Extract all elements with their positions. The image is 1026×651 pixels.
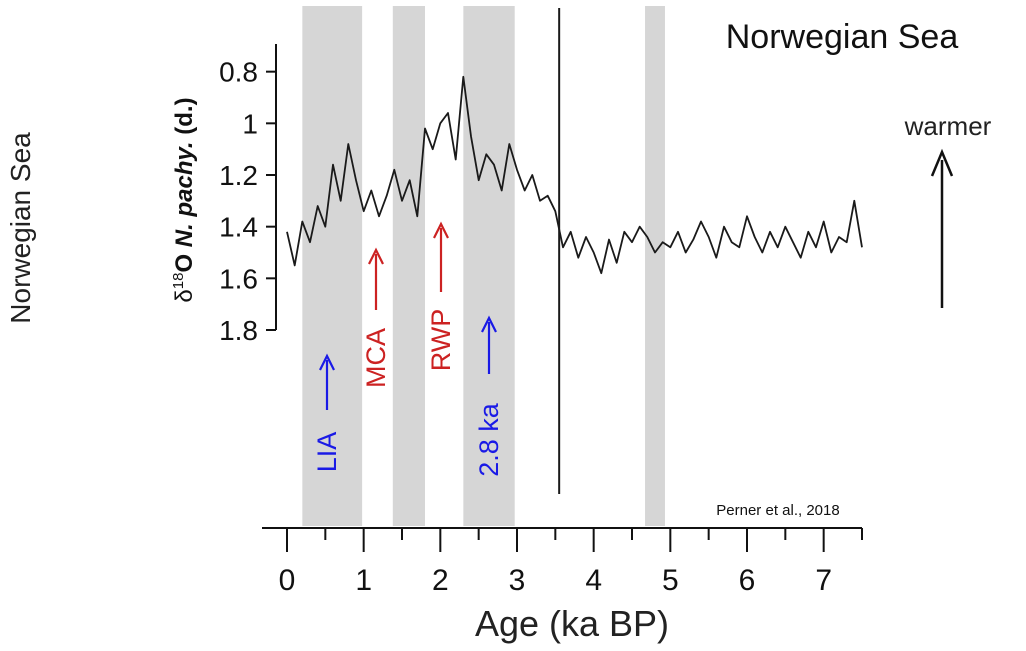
warmer-arrow — [930, 148, 954, 308]
annotation-arrowhead — [481, 315, 497, 333]
annotation-label: 2.8 ka — [474, 402, 504, 477]
y-tick-label-4: 1.6 — [219, 263, 258, 294]
y-tick-label-5: 1.8 — [219, 315, 258, 346]
annotation-arrowhead — [433, 221, 449, 239]
warmer-label: warmer — [904, 111, 992, 141]
x-tick-label-5: 5 — [662, 564, 679, 597]
x-tick-label-7: 7 — [815, 564, 832, 597]
x-axis: 0 1 2 3 4 5 6 7 — [262, 527, 863, 597]
period-annotations: LIA MCA RWP 2.8 ka — [312, 221, 504, 477]
y-tick-label-1: 1 — [242, 108, 258, 139]
x-tick-label-4: 4 — [585, 564, 602, 597]
annotation-rwp: RWP — [426, 221, 456, 372]
shaded-period-3 — [645, 6, 665, 526]
annotation-2-8-ka: 2.8 ka — [474, 315, 504, 477]
annotation-label: MCA — [361, 328, 391, 388]
y-tick-label-0: 0.8 — [219, 57, 258, 88]
y-tick-label-2: 1.2 — [219, 160, 258, 191]
citation: Perner et al., 2018 — [716, 502, 839, 519]
chart-title: Norwegian Sea — [726, 18, 959, 56]
annotation-lia: LIA — [312, 353, 342, 473]
series-line — [286, 75, 863, 275]
annotation-arrowhead — [319, 353, 335, 371]
annotation-arrowhead — [368, 247, 384, 265]
x-axis-label: Age (ka BP) — [475, 603, 669, 644]
x-tick-label-0: 0 — [279, 564, 296, 597]
side-label: Norwegian Sea — [5, 132, 36, 324]
x-tick-label-3: 3 — [509, 564, 526, 597]
shaded-period-2 — [463, 6, 515, 526]
annotation-mca: MCA — [361, 247, 391, 388]
y-axis: 0.8 1 1.2 1.4 1.6 1.8 — [219, 44, 277, 346]
shaded-period-1 — [392, 6, 425, 526]
y-axis-label: δ18O N. pachy. (d.) — [170, 97, 198, 302]
x-tick-label-6: 6 — [739, 564, 756, 597]
annotation-label: LIA — [312, 432, 342, 473]
annotation-label: RWP — [426, 309, 456, 372]
shaded-period-0 — [302, 6, 363, 526]
y-tick-label-3: 1.4 — [219, 212, 258, 243]
shaded-periods — [302, 6, 665, 526]
x-tick-label-1: 1 — [355, 564, 372, 597]
x-tick-label-2: 2 — [432, 564, 449, 597]
